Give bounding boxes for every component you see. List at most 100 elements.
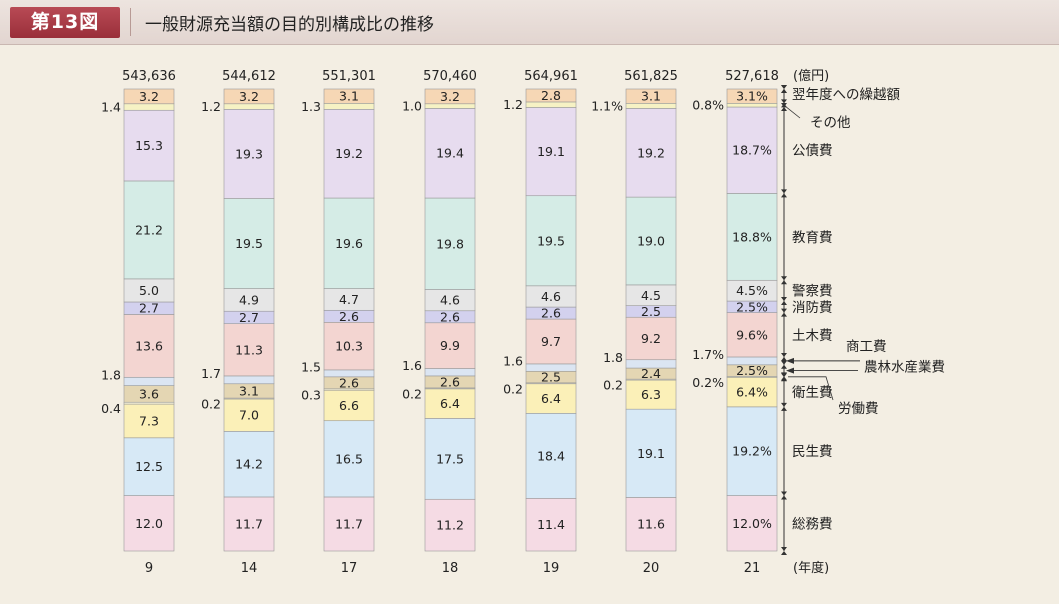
segment-value-label: 2.6	[440, 309, 460, 324]
segment-value-label: 19.6	[335, 236, 363, 251]
segment-value-label: 14.2	[235, 457, 263, 472]
bar-segment-14-その他	[223, 103, 275, 110]
legend-bracket-tick	[781, 189, 787, 194]
bar-segment-18-教育費	[424, 197, 476, 290]
bar-segment-19-公債費	[525, 107, 577, 197]
bar-segment-20-土木費	[625, 316, 677, 361]
side-value-label-other: 0.8%	[692, 98, 724, 113]
bar-segment-14-総務費	[223, 496, 275, 552]
segment-value-label: 3.1	[641, 89, 661, 104]
segment-value-label: 18.7%	[732, 143, 772, 158]
segment-value-label: 3.6	[139, 386, 159, 401]
side-value-label-commerce: 1.5	[301, 359, 321, 374]
x-tick-label: 19	[543, 561, 560, 576]
segment-value-label: 19.2	[637, 145, 665, 160]
bar-segment-17-教育費	[323, 197, 375, 289]
bar-total-label: 551,301	[322, 69, 376, 84]
bar-segment-19-衛生費	[525, 383, 577, 414]
legend-bracket-tick	[781, 551, 787, 555]
legend-bracket-tick	[781, 193, 787, 198]
bar-segment-18-翌年度への繰越額	[424, 88, 476, 105]
segment-value-label: 13.6	[135, 338, 163, 353]
segment-value-label: 11.3	[235, 342, 263, 357]
bar-segment-9-その他	[123, 103, 175, 111]
segment-value-label: 19.5	[537, 233, 565, 248]
legend-label: 商工費	[846, 339, 887, 355]
segment-value-label: 12.5	[135, 459, 163, 474]
side-value-label-other: 1.1%	[591, 98, 623, 113]
bar-segment-9-商工費	[123, 376, 175, 386]
bar-segment-9-民生費	[123, 437, 175, 496]
side-value-label-labor: 0.2%	[692, 375, 724, 390]
segment-value-label: 19.3	[235, 146, 263, 161]
legend-bracket-tick	[781, 312, 787, 317]
legend-bracket-tick	[781, 297, 787, 302]
side-value-label-commerce: 1.6	[503, 354, 523, 369]
segment-value-label: 18.4	[537, 448, 565, 463]
figure-header: 第13図 一般財源充当額の目的別構成比の推移	[0, 0, 1059, 45]
bar-total-label: 564,961	[524, 69, 578, 84]
bar-segment-20-公債費	[625, 108, 677, 198]
segment-value-label: 2.6	[541, 306, 561, 321]
legend-bracket-tick	[781, 301, 787, 306]
segment-value-label: 6.6	[339, 398, 359, 413]
segment-value-label: 2.5%	[736, 363, 768, 378]
bar-segment-9-教育費	[123, 180, 175, 280]
x-tick-label: 17	[341, 561, 358, 576]
bar-segment-21-その他	[726, 103, 778, 108]
segment-value-label: 7.0	[239, 408, 259, 423]
side-value-label-labor: 0.2	[201, 397, 221, 412]
bar-segment-14-商工費	[223, 375, 275, 385]
bar-segment-9-翌年度への繰越額	[123, 88, 175, 105]
legend-label: 翌年度への繰越額	[792, 87, 900, 103]
legend-bracket-tick	[781, 356, 787, 361]
segment-value-label: 18.8%	[732, 229, 772, 244]
segment-value-label: 2.5	[641, 304, 661, 319]
segment-value-label: 4.5%	[736, 283, 768, 298]
bar-segment-20-商工費	[625, 359, 677, 369]
bar-total-label: 527,618	[725, 69, 779, 84]
bar-segment-20-総務費	[625, 497, 677, 552]
segment-value-label: 2.6	[440, 374, 460, 389]
segment-value-label: 21.2	[135, 222, 163, 237]
segment-value-label: 5.0	[139, 283, 159, 298]
bar-segment-14-民生費	[223, 431, 275, 498]
segment-value-label: 19.4	[436, 146, 464, 161]
bar-segment-14-翌年度への繰越額	[223, 88, 275, 105]
legend-label: 民生費	[792, 444, 833, 460]
segment-value-label: 12.0%	[732, 516, 772, 531]
bar-segment-20-その他	[625, 103, 677, 109]
bar-segment-21-教育費	[726, 193, 778, 281]
bar-segment-17-その他	[323, 103, 375, 110]
bar-segment-17-衛生費	[323, 389, 375, 422]
bar-segment-18-公債費	[424, 108, 476, 199]
side-value-label-labor: 0.2	[503, 381, 523, 396]
bar-segment-9-衛生費	[123, 403, 175, 439]
segment-value-label: 6.4	[440, 396, 460, 411]
bar-segment-14-衛生費	[223, 398, 275, 432]
segment-value-label: 2.5%	[736, 299, 768, 314]
bar-segment-17-商工費	[323, 369, 375, 378]
legend-bracket-tick	[781, 89, 787, 93]
legend-bracket-tick	[781, 107, 787, 112]
bar-segment-18-総務費	[424, 498, 476, 552]
side-value-label-labor: 0.4	[101, 401, 121, 416]
bar-segment-20-翌年度への繰越額	[625, 88, 677, 104]
bar-segment-18-その他	[424, 103, 476, 109]
side-value-label-commerce: 1.8	[603, 350, 623, 365]
x-axis-unit-label: (年度)	[793, 560, 829, 576]
figure-number-badge: 第13図	[10, 7, 120, 38]
bar-segment-18-衛生費	[424, 388, 476, 419]
bar-segment-21-商工費	[726, 356, 778, 366]
legend-arrowhead	[786, 357, 794, 364]
bar-total-label: 570,460	[423, 69, 477, 84]
bar-segment-19-総務費	[525, 498, 577, 552]
bar-segment-9-公債費	[123, 109, 175, 182]
segment-value-label: 9.6%	[736, 327, 768, 342]
segment-value-label: 19.2%	[732, 444, 772, 459]
bar-segment-19-土木費	[525, 318, 577, 365]
segment-value-label: 11.6	[637, 517, 665, 532]
x-tick-label: 21	[744, 561, 761, 576]
segment-value-label: 10.3	[335, 339, 363, 354]
bar-segment-17-翌年度への繰越額	[323, 88, 375, 104]
